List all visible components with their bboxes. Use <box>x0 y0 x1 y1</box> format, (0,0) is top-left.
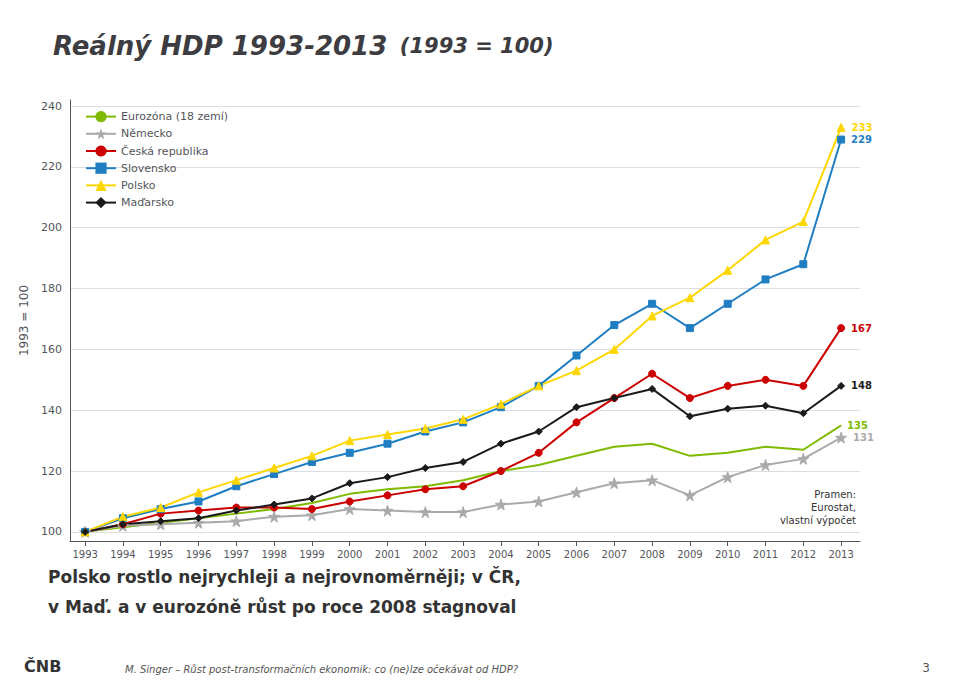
svg-text:Eurostat,: Eurostat, <box>811 502 856 513</box>
svg-text:Německo: Německo <box>121 127 173 140</box>
svg-text:ČNB: ČNB <box>24 657 61 676</box>
svg-text:M. Singer – Růst post-transfor: M. Singer – Růst post-transformačních ek… <box>125 664 519 675</box>
svg-text:180: 180 <box>41 282 62 295</box>
svg-text:2006: 2006 <box>564 549 589 560</box>
svg-text:2002: 2002 <box>413 549 438 560</box>
svg-text:3: 3 <box>922 661 930 675</box>
svg-text:2001: 2001 <box>375 549 400 560</box>
svg-text:2005: 2005 <box>526 549 551 560</box>
svg-text:2013: 2013 <box>828 549 853 560</box>
svg-text:(1993 = 100): (1993 = 100) <box>400 34 554 58</box>
svg-text:1995: 1995 <box>148 549 173 560</box>
svg-text:v Maď. a v eurozóně růst po ro: v Maď. a v eurozóně růst po roce 2008 st… <box>48 596 516 617</box>
svg-text:2007: 2007 <box>602 549 627 560</box>
svg-text:140: 140 <box>41 404 62 417</box>
svg-text:Eurozóna (18 zemí): Eurozóna (18 zemí) <box>121 110 228 123</box>
svg-text:Pramen:: Pramen: <box>814 489 856 500</box>
svg-text:229: 229 <box>851 134 872 145</box>
svg-text:240: 240 <box>41 100 62 113</box>
svg-text:2008: 2008 <box>639 549 664 560</box>
svg-text:Polsko: Polsko <box>121 179 156 192</box>
svg-text:Polsko rostlo nejrychleji a ne: Polsko rostlo nejrychleji a nejrovnoměrn… <box>48 566 521 587</box>
svg-text:Maďarsko: Maďarsko <box>121 196 174 209</box>
svg-text:1997: 1997 <box>224 549 249 560</box>
svg-text:1996: 1996 <box>186 549 211 560</box>
svg-text:2011: 2011 <box>753 549 778 560</box>
svg-text:1999: 1999 <box>299 549 324 560</box>
svg-text:1998: 1998 <box>261 549 286 560</box>
svg-text:2004: 2004 <box>488 549 513 560</box>
svg-text:1993: 1993 <box>72 549 97 560</box>
svg-text:Slovensko: Slovensko <box>121 162 177 175</box>
svg-text:167: 167 <box>851 323 872 334</box>
svg-text:100: 100 <box>41 525 62 538</box>
svg-text:Reálný HDP 1993-2013: Reálný HDP 1993-2013 <box>53 31 387 61</box>
svg-text:200: 200 <box>41 221 62 234</box>
svg-text:1993 = 100: 1993 = 100 <box>17 285 31 356</box>
svg-text:120: 120 <box>41 465 62 478</box>
svg-text:233: 233 <box>852 122 873 133</box>
svg-text:220: 220 <box>41 160 62 173</box>
svg-text:2003: 2003 <box>450 549 475 560</box>
svg-text:2012: 2012 <box>791 549 816 560</box>
svg-text:160: 160 <box>41 343 62 356</box>
svg-text:148: 148 <box>851 380 872 391</box>
svg-text:135: 135 <box>847 420 868 431</box>
svg-text:1994: 1994 <box>110 549 135 560</box>
svg-text:2009: 2009 <box>677 549 702 560</box>
svg-text:Česká republika: Česká republika <box>121 145 209 158</box>
svg-text:vlastní výpočet: vlastní výpočet <box>780 515 856 526</box>
svg-text:2010: 2010 <box>715 549 740 560</box>
svg-text:2000: 2000 <box>337 549 362 560</box>
svg-text:131: 131 <box>853 432 874 443</box>
